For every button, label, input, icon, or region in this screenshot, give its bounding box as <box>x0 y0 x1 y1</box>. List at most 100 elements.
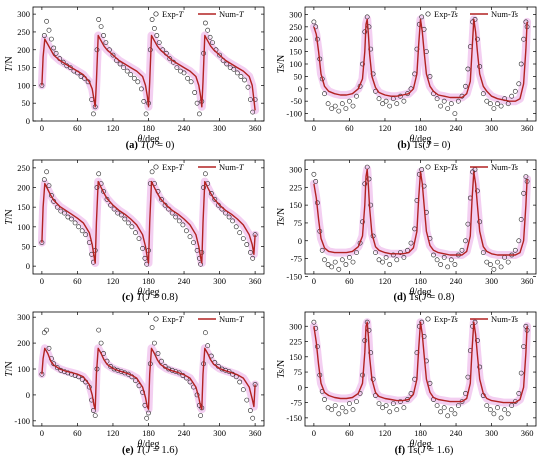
exp-point <box>54 365 60 371</box>
exp-point <box>329 407 335 413</box>
exp-point <box>159 196 164 202</box>
exp-point <box>516 390 522 396</box>
exp-point <box>470 169 475 175</box>
chart-panel-a: 0 60 120 180 240 300 360 0 50 100 150 200 250 300 θ/de… <box>4 6 265 151</box>
legend-exp-label: Exp-T <box>162 9 185 19</box>
exp-point <box>230 218 235 224</box>
exp-point <box>376 257 382 263</box>
exp-point <box>311 19 317 25</box>
x-tick-label: 120 <box>379 428 392 438</box>
exp-point <box>498 103 504 109</box>
x-tick-label: 120 <box>107 276 120 286</box>
exp-point <box>445 264 451 270</box>
x-axis-label: θ/deg <box>137 287 159 298</box>
y-tick-label: 225 <box>289 182 302 192</box>
y-axis-label: T/N <box>4 56 15 72</box>
plot-area <box>37 325 260 421</box>
exp-point <box>368 350 374 356</box>
exp-point <box>484 403 490 408</box>
exp-point <box>368 202 374 208</box>
exp-point <box>207 34 213 40</box>
exp-point <box>505 411 511 417</box>
exp-point <box>419 14 425 20</box>
num-line <box>41 347 256 410</box>
y-tick-label: 200 <box>17 183 30 193</box>
exp-point <box>101 33 106 38</box>
exp-point <box>516 238 522 244</box>
exp-point <box>231 66 237 72</box>
panel-caption: (b) Ts(J = 0) <box>397 140 451 151</box>
exp-point <box>94 185 100 190</box>
exp-point <box>238 74 244 79</box>
y-tick-label: 150 <box>289 352 302 362</box>
legend-exp-marker <box>425 11 431 17</box>
exp-point <box>53 50 59 56</box>
exp-point <box>390 252 396 258</box>
legend-num-label: Num-T <box>219 162 245 172</box>
exp-point <box>247 97 253 102</box>
y-tick-label: 100 <box>17 222 30 232</box>
exp-point <box>144 261 150 267</box>
exp-point <box>495 101 500 107</box>
exp-point <box>131 75 137 81</box>
x-axis-label: θ/deg <box>409 287 431 298</box>
x-tick-label: 60 <box>345 276 354 286</box>
exp-point <box>419 319 425 325</box>
exp-point <box>343 106 349 111</box>
y-tick-label: -150 <box>286 271 302 281</box>
exp-point <box>354 250 359 255</box>
exp-point <box>149 17 155 22</box>
x-tick-label: 60 <box>73 123 82 133</box>
exp-point <box>202 330 208 336</box>
exp-point <box>196 111 202 117</box>
exp-point <box>144 415 150 421</box>
x-tick-label: 0 <box>312 123 316 133</box>
legend-exp-marker <box>153 11 159 17</box>
exp-point <box>122 216 128 222</box>
x-tick-label: 300 <box>485 123 498 133</box>
legend-exp-label: Exp-T <box>162 314 185 324</box>
x-tick-label: 360 <box>249 123 262 133</box>
exp-point <box>151 25 157 31</box>
exp-point <box>198 413 203 418</box>
x-tick-label: 60 <box>345 428 354 438</box>
chart-panel-c: 0 60 120 180 240 300 360 0 50 100 150 200 250 θ/deg T/… <box>4 159 265 303</box>
num-line <box>313 18 528 102</box>
exp-point <box>128 72 134 78</box>
exp-point <box>448 407 454 413</box>
exp-point <box>491 411 497 417</box>
exp-point <box>65 214 71 220</box>
x-tick-label: 0 <box>312 276 316 286</box>
exp-point <box>41 33 47 38</box>
x-tick-label: 240 <box>178 123 191 133</box>
exp-point <box>505 259 511 265</box>
exp-point <box>51 45 57 51</box>
exp-point <box>156 40 162 45</box>
exp-point <box>58 208 64 214</box>
x-tick-label: 120 <box>107 428 120 438</box>
exp-point <box>474 338 480 343</box>
exp-point <box>108 363 113 369</box>
exp-point <box>380 405 385 411</box>
exp-point <box>129 224 135 230</box>
y-tick-label: 200 <box>17 45 30 55</box>
exp-point <box>336 108 342 114</box>
exp-point <box>187 234 193 240</box>
exp-point <box>96 171 102 177</box>
exp-point <box>487 262 493 267</box>
exp-point <box>518 370 524 376</box>
plot-area <box>309 318 532 421</box>
exp-point <box>360 219 365 225</box>
exp-point <box>455 98 461 104</box>
legend-num-label: Num-Ts <box>491 314 519 324</box>
exp-point <box>441 405 447 411</box>
exp-point <box>487 101 493 107</box>
exp-point <box>445 106 451 111</box>
y-tick-label: 50 <box>294 71 303 81</box>
y-tick-label: 250 <box>17 163 30 173</box>
exp-point <box>201 185 206 190</box>
exp-point <box>339 257 345 263</box>
exp-point <box>133 230 138 236</box>
exp-point <box>174 65 180 70</box>
